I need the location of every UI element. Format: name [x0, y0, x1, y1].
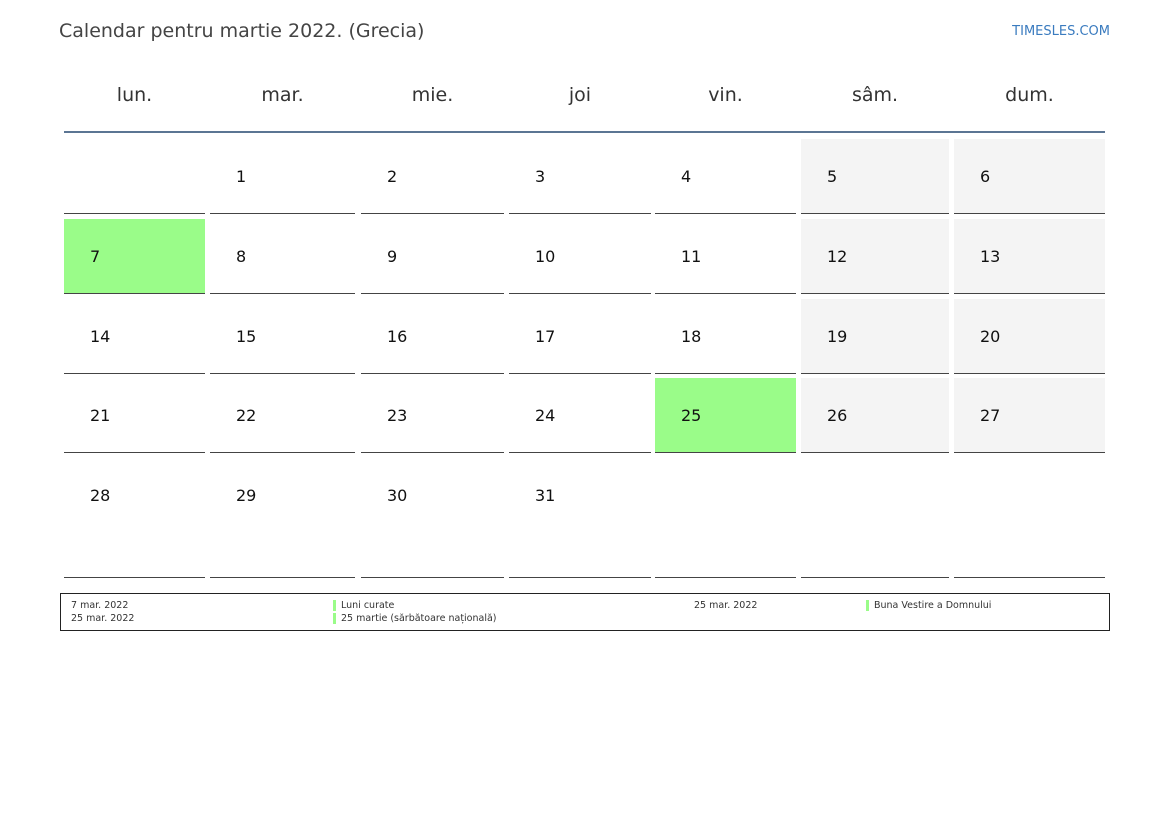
day-cell[interactable]: 26 [801, 378, 949, 453]
day-number: 20 [980, 327, 1001, 346]
day-number: 24 [535, 406, 556, 425]
day-number: 10 [535, 247, 556, 266]
day-cell[interactable]: 23 [361, 378, 504, 453]
day-cell[interactable]: 15 [210, 299, 355, 374]
legend-color-marker [333, 600, 336, 611]
day-cell[interactable]: 30 [361, 458, 504, 578]
empty-day-cell [64, 139, 205, 214]
day-number: 29 [236, 486, 257, 505]
holiday-legend: 7 mar. 2022 Luni curate 25 mar. 2022 25 … [60, 593, 1110, 631]
day-cell[interactable]: 3 [509, 139, 651, 214]
day-cell[interactable]: 17 [509, 299, 651, 374]
day-number: 11 [681, 247, 702, 266]
day-cell[interactable]: 14 [64, 299, 205, 374]
weekday-label: sâm. [851, 84, 899, 106]
day-number: 14 [90, 327, 111, 346]
legend-holiday-name: Buna Vestire a Domnului [874, 600, 992, 611]
legend-holiday-name: 25 martie (sărbătoare națională) [341, 613, 497, 624]
day-cell[interactable]: 28 [64, 458, 205, 578]
weekday-header-row: lun. mar. mie. joi vin. sâm. dum. [64, 84, 1105, 118]
day-number: 7 [90, 247, 101, 266]
site-link[interactable]: TIMESLES.COM [1012, 24, 1110, 39]
weekday-label: joi [568, 84, 592, 106]
legend-color-marker [866, 600, 869, 611]
empty-day-cell [801, 458, 949, 578]
day-number: 23 [387, 406, 408, 425]
day-number: 18 [681, 327, 702, 346]
day-number: 5 [827, 167, 838, 186]
day-cell[interactable]: 2 [361, 139, 504, 214]
weekday-label: mar. [261, 84, 304, 106]
empty-day-cell [655, 458, 796, 578]
day-number: 3 [535, 167, 546, 186]
day-cell[interactable]: 4 [655, 139, 796, 214]
day-number: 21 [90, 406, 111, 425]
day-cell[interactable]: 16 [361, 299, 504, 374]
legend-holiday-name: Luni curate [341, 600, 395, 611]
weekday-label: lun. [116, 84, 153, 106]
legend-date: 7 mar. 2022 [71, 600, 129, 611]
day-cell[interactable]: 8 [210, 219, 355, 294]
day-number: 8 [236, 247, 247, 266]
day-cell[interactable]: 11 [655, 219, 796, 294]
day-cell[interactable]: 1 [210, 139, 355, 214]
day-cell[interactable]: 18 [655, 299, 796, 374]
day-cell[interactable]: 9 [361, 219, 504, 294]
day-number: 19 [827, 327, 848, 346]
day-number: 26 [827, 406, 848, 425]
day-cell[interactable]: 27 [954, 378, 1105, 453]
weekday-label: vin. [708, 84, 743, 106]
day-number: 12 [827, 247, 848, 266]
day-cell[interactable]: 29 [210, 458, 355, 578]
day-cell[interactable]: 25 [655, 378, 796, 453]
day-cell[interactable]: 10 [509, 219, 651, 294]
day-number: 9 [387, 247, 398, 266]
day-number: 16 [387, 327, 408, 346]
weekday-label: mie. [411, 84, 454, 106]
day-cell[interactable]: 31 [509, 458, 651, 578]
day-cell[interactable]: 24 [509, 378, 651, 453]
day-number: 17 [535, 327, 556, 346]
weekday-label: dum. [1005, 84, 1054, 106]
day-number: 27 [980, 406, 1001, 425]
day-number: 28 [90, 486, 111, 505]
header-divider [64, 131, 1105, 133]
day-number: 31 [535, 486, 556, 505]
day-cell[interactable]: 7 [64, 219, 205, 294]
day-number: 2 [387, 167, 398, 186]
day-number: 6 [980, 167, 991, 186]
day-number: 25 [681, 406, 702, 425]
legend-date: 25 mar. 2022 [71, 613, 135, 624]
day-number: 1 [236, 167, 247, 186]
day-cell[interactable]: 19 [801, 299, 949, 374]
day-number: 22 [236, 406, 257, 425]
page-title: Calendar pentru martie 2022. (Grecia) [59, 20, 425, 42]
legend-date: 25 mar. 2022 [694, 600, 758, 611]
day-cell[interactable]: 20 [954, 299, 1105, 374]
day-number: 15 [236, 327, 257, 346]
day-number: 13 [980, 247, 1001, 266]
day-cell[interactable]: 12 [801, 219, 949, 294]
day-cell[interactable]: 5 [801, 139, 949, 214]
legend-color-marker [333, 613, 336, 624]
day-cell[interactable]: 21 [64, 378, 205, 453]
day-number: 4 [681, 167, 692, 186]
day-number: 30 [387, 486, 408, 505]
day-cell[interactable]: 13 [954, 219, 1105, 294]
empty-day-cell [954, 458, 1105, 578]
day-cell[interactable]: 6 [954, 139, 1105, 214]
day-cell[interactable]: 22 [210, 378, 355, 453]
